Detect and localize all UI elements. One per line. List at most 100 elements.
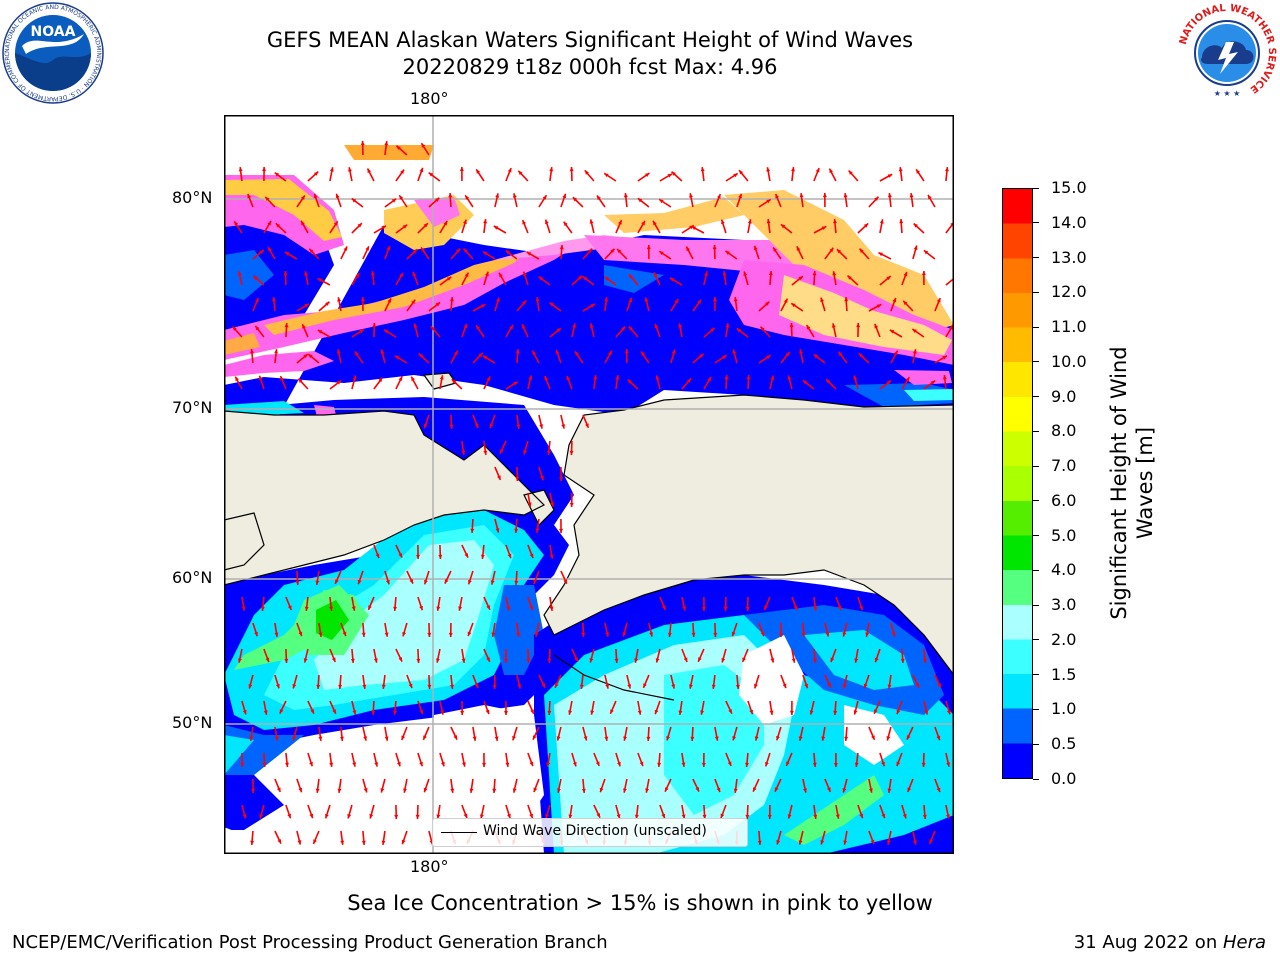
wave-direction-arrowhead (284, 251, 290, 256)
wave-direction-arrowhead (671, 349, 676, 354)
wave-direction-arrowhead (653, 272, 658, 277)
wave-direction-arrowhead (423, 735, 427, 740)
wave-direction-arrowhead (802, 380, 808, 385)
wave-direction-arrowhead (527, 502, 532, 507)
wave-direction-arrowhead (532, 735, 537, 740)
wave-direction-arrowhead (250, 349, 254, 354)
wave-direction-arrowhead (274, 349, 279, 354)
wave-direction-arrowhead (704, 271, 709, 276)
wave-direction-arrowhead (361, 840, 366, 845)
wave-direction-arrowhead (579, 684, 584, 689)
wave-direction-arrowhead (639, 761, 644, 767)
wave-direction-arrowhead (844, 736, 849, 741)
wave-direction-arrowhead (479, 814, 484, 819)
colorbar-tick-mark (1033, 187, 1039, 189)
wave-direction-arrowhead (753, 787, 757, 792)
wave-direction-arrowhead (398, 553, 403, 558)
wave-direction-arrowhead (906, 735, 911, 740)
wave-direction-arrowhead (793, 605, 798, 611)
wave-direction-arrowhead (512, 193, 517, 198)
wave-direction-arrowhead (798, 276, 803, 281)
wave-direction-arrowhead (550, 502, 555, 507)
wave-direction-arrowhead (655, 658, 660, 663)
wave-direction-arrowhead (336, 349, 341, 354)
wave-direction-arrowhead (716, 194, 721, 199)
colorbar-tick-label: 9.0 (1051, 386, 1077, 406)
wave-direction-arrowhead (459, 167, 464, 172)
wave-direction-arrowhead (381, 840, 386, 845)
wave-direction-arrowhead (623, 193, 628, 198)
wave-direction-arrowhead (351, 606, 356, 611)
colorbar-tick-label: 1.5 (1051, 664, 1077, 684)
wave-direction-arrowhead (844, 297, 849, 302)
wave-direction-arrowhead (830, 657, 835, 663)
wave-direction-arrowhead (887, 684, 892, 689)
wave-direction-arrowhead (604, 173, 609, 178)
wave-direction-arrowhead (430, 326, 436, 331)
wave-direction-arrowhead (903, 271, 908, 277)
wave-direction-arrowhead (518, 170, 523, 176)
wave-direction-arrowhead (623, 736, 628, 741)
wave-direction-arrowhead (936, 735, 941, 741)
wave-direction-arrowhead (789, 710, 794, 715)
wave-direction-arrowhead (608, 350, 612, 356)
colorbar-tick-mark (1033, 361, 1039, 363)
colorbar-tick-label: 5.0 (1051, 525, 1077, 545)
wave-direction-arrowhead (338, 684, 343, 689)
wave-direction-arrowhead (946, 709, 951, 715)
wave-direction-arrowhead (628, 297, 633, 303)
wave-direction-arrowhead (544, 219, 549, 225)
wave-direction-arrowhead (593, 375, 598, 380)
wave-direction-arrowhead (381, 225, 386, 230)
wave-direction-arrowhead (736, 328, 742, 333)
lat-label-50n: 50°N (172, 713, 213, 732)
wave-direction-arrowhead (350, 658, 355, 663)
wave-direction-arrowhead (419, 167, 424, 173)
wave-direction-arrowhead (283, 271, 288, 276)
wave-direction-arrowhead (284, 658, 289, 663)
wave-direction-arrowhead (733, 173, 738, 178)
wave-direction-arrowhead (329, 762, 334, 767)
wave-direction-arrowhead (372, 323, 377, 328)
wave-direction-arrowhead (616, 814, 621, 819)
colorbar-tick-mark (1033, 257, 1039, 259)
wave-direction-arrowhead (644, 173, 650, 177)
wave-direction-arrowhead (463, 219, 467, 225)
wave-direction-arrowhead (352, 762, 357, 767)
wave-direction-arrowhead (874, 323, 879, 329)
wave-direction-arrowhead (581, 632, 586, 637)
wave-direction-arrowhead (499, 272, 503, 278)
wave-direction-arrowhead (942, 355, 947, 360)
colorbar-tick-mark (1033, 430, 1039, 432)
wave-direction-arrowhead (643, 683, 647, 688)
wave-direction-arrowhead (335, 579, 339, 584)
wave-direction-arrowhead (347, 814, 352, 819)
wave-direction-arrowhead (766, 167, 771, 172)
wave-direction-arrowhead (357, 223, 362, 228)
wave-direction-arrowhead (646, 736, 651, 741)
wave-direction-arrowhead (874, 196, 879, 202)
wave-direction-arrowhead (556, 328, 561, 333)
wave-direction-arrowhead (865, 632, 870, 637)
lon-label-top: 180° (410, 89, 449, 108)
wave-direction-arrowhead (235, 376, 239, 382)
wave-direction-arrowhead (284, 323, 289, 328)
wave-direction-arrowhead (681, 762, 686, 767)
legend-label: Wind Wave Direction (unscaled) (483, 823, 707, 839)
wave-direction-arrowhead (474, 683, 479, 689)
wave-direction-arrowhead (255, 325, 260, 331)
wave-direction-arrowhead (942, 375, 947, 380)
wave-direction-arrowhead (373, 658, 378, 663)
wave-direction-arrowhead (542, 195, 547, 200)
wave-direction-arrowhead (325, 813, 329, 819)
lat-label-60n: 60°N (172, 568, 213, 587)
wave-direction-arrowhead (590, 710, 595, 715)
wave-direction-arrowhead (853, 375, 858, 380)
wave-direction-arrowhead (355, 273, 360, 278)
map-frame (224, 115, 954, 854)
wave-direction-arrowhead (385, 579, 390, 585)
wave-direction-arrowhead (584, 170, 589, 175)
wave-direction-arrowhead (423, 223, 428, 228)
wave-direction-arrowhead (899, 219, 904, 224)
wave-direction-arrowhead (863, 223, 869, 228)
